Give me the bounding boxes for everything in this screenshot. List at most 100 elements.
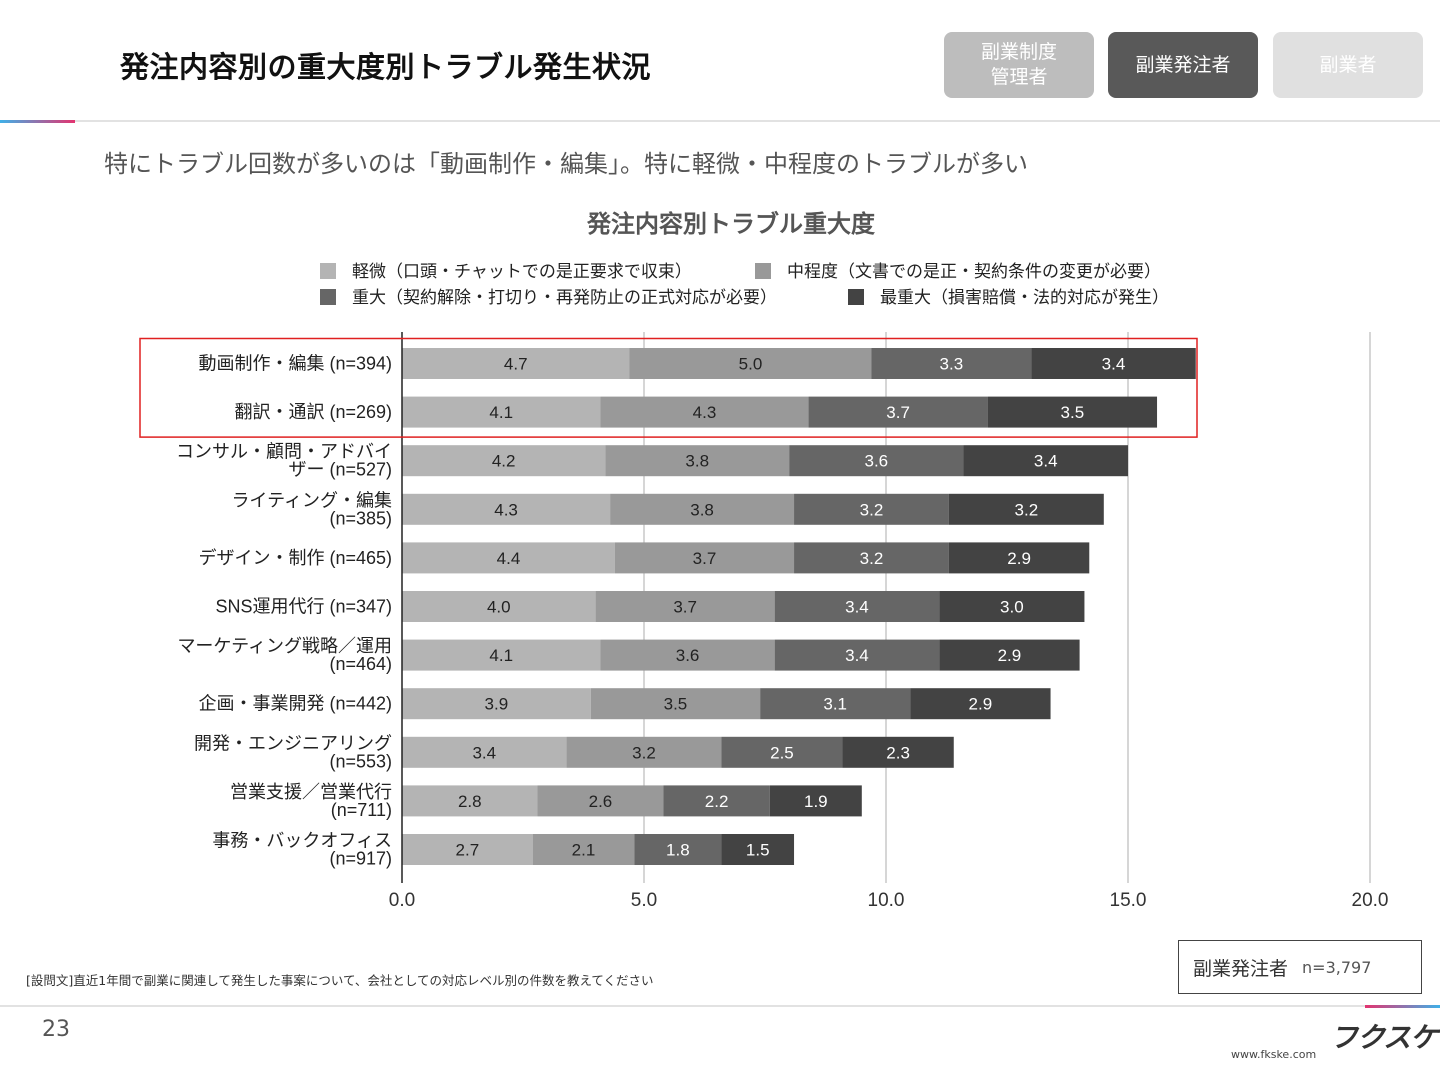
category-label: 動画制作・編集 (n=394) — [198, 354, 392, 374]
legend-swatch-1 — [320, 263, 336, 279]
x-tick-label: 15.0 — [1110, 890, 1147, 911]
bar-segment — [634, 834, 722, 865]
legend-swatch-2 — [755, 263, 771, 279]
page-title: 発注内容別の重大度別トラブル発生状況 — [120, 50, 652, 84]
survey-question-footnote: [設問文]直近1年間で副業に関連して発生した事案について、会社としての対応レベル… — [26, 973, 654, 988]
bar-value-label: 4.3 — [693, 403, 717, 422]
page-number: 23 — [42, 1017, 70, 1042]
bar-segment — [402, 445, 606, 477]
bar-value-label: 3.6 — [864, 452, 888, 471]
bar-segment — [808, 396, 988, 428]
tab-side-job-client[interactable]: 副業発注者 — [1108, 32, 1258, 98]
bar-value-label: 3.9 — [485, 695, 509, 714]
bar-segment — [402, 736, 567, 768]
bar-segment — [721, 834, 795, 865]
bar-value-label: 2.9 — [969, 695, 993, 714]
chart-title: 発注内容別トラブル重大度 — [586, 209, 876, 238]
category-label: (n=385) — [329, 508, 392, 528]
header-divider — [0, 120, 1440, 122]
bar-value-label: 5.0 — [739, 355, 763, 374]
tab-side-job-worker[interactable]: 副業者 — [1273, 32, 1423, 98]
category-label: ザー (n=527) — [288, 460, 392, 480]
bar-value-label: 2.6 — [589, 792, 613, 811]
bar-value-label: 3.2 — [1015, 500, 1039, 519]
bar-value-label: 3.7 — [673, 598, 697, 617]
category-label: 営業支援／営業代行 — [230, 782, 392, 802]
bar-value-label: 3.4 — [472, 743, 496, 762]
category-label: 企画・事業開発 (n=442) — [198, 694, 392, 714]
bar-value-label: 3.2 — [632, 743, 656, 762]
bar-value-label: 4.4 — [497, 549, 521, 568]
footer-accent-line — [1365, 1005, 1440, 1008]
bar-value-label: 3.8 — [690, 500, 714, 519]
bar-segment — [1031, 348, 1196, 379]
bar-segment — [987, 396, 1158, 428]
bar-segment — [402, 688, 591, 720]
bar-value-label: 3.1 — [823, 695, 847, 714]
tab-side-job-system-admin[interactable]: 副業制度 管理者 — [944, 32, 1094, 98]
bar-value-label: 2.9 — [998, 646, 1022, 665]
legend-swatch-3 — [320, 289, 336, 305]
footer-divider — [0, 1005, 1440, 1007]
bar-value-label: 3.4 — [1102, 355, 1126, 374]
bar-segment — [629, 348, 872, 379]
bar-segment — [600, 396, 809, 428]
bar-segment — [402, 639, 601, 671]
bar-value-label: 1.8 — [666, 841, 690, 860]
bar-segment — [774, 591, 940, 622]
x-tick-label: 5.0 — [631, 890, 657, 911]
bar-segment — [605, 445, 790, 477]
bar-value-label: 3.4 — [845, 598, 869, 617]
category-label: (n=711) — [331, 800, 392, 820]
legend-label-3: 重大（契約解除・打切り・再発防止の正式対応が必要） — [352, 288, 777, 307]
category-label: マーケティング戦略／運用 — [177, 636, 392, 656]
bar-value-label: 1.5 — [746, 841, 770, 860]
bar-value-label: 2.8 — [458, 792, 482, 811]
category-label: 事務・バックオフィス — [212, 831, 392, 851]
bar-value-label: 3.5 — [1061, 403, 1085, 422]
category-label: SNS運用代行 (n=347) — [215, 597, 392, 617]
category-label: コンサル・顧問・アドバイ — [176, 442, 392, 462]
bar-value-label: 3.7 — [693, 549, 717, 568]
legend-label-4: 最重大（損害賠償・法的対応が発生） — [880, 288, 1169, 307]
bar-value-label: 4.2 — [492, 452, 516, 471]
bar-segment — [789, 445, 964, 477]
bar-value-label: 1.9 — [804, 792, 828, 811]
bar-segment — [948, 542, 1090, 574]
bar-value-label: 2.5 — [770, 743, 794, 762]
bar-value-label: 4.7 — [504, 355, 528, 374]
legend-label-2: 中程度（文書での是正・契約条件の変更が必要） — [787, 262, 1161, 281]
bar-segment — [760, 688, 911, 720]
bar-segment — [590, 688, 761, 720]
header-accent-line — [0, 120, 75, 123]
bar-value-label: 3.0 — [1000, 598, 1024, 617]
sample-count: n=3,797 — [1302, 957, 1372, 977]
brand-logo: フクスケ — [1330, 1021, 1438, 1054]
category-label: デザイン・制作 (n=465) — [198, 548, 392, 568]
slide-subtitle: 特にトラブル回数が多いのは「動画制作・編集」。特に軽微・中程度のトラブルが多い — [104, 150, 1028, 178]
x-tick-label: 20.0 — [1352, 890, 1389, 911]
bar-value-label: 3.5 — [664, 695, 688, 714]
bar-value-label: 3.4 — [845, 646, 869, 665]
bar-value-label: 3.3 — [940, 355, 964, 374]
bar-segment — [963, 445, 1128, 477]
bar-value-label: 3.4 — [1034, 452, 1058, 471]
category-label: (n=553) — [329, 751, 392, 771]
bar-segment — [939, 639, 1080, 671]
x-tick-label: 10.0 — [868, 890, 905, 911]
bar-segment — [939, 591, 1085, 622]
bar-value-label: 3.7 — [886, 403, 910, 422]
sample-label: 副業発注者 — [1193, 957, 1289, 980]
bar-segment — [402, 348, 630, 379]
bar-segment — [402, 542, 615, 574]
bar-segment — [402, 834, 533, 865]
bar-segment — [566, 736, 722, 768]
x-tick-label: 0.0 — [389, 890, 415, 911]
bar-value-label: 3.2 — [860, 549, 884, 568]
bar-segment — [532, 834, 635, 865]
brand-site-url: www.fkske.com — [1231, 1048, 1317, 1061]
bar-segment — [794, 542, 949, 574]
category-label: 開発・エンジニアリング — [194, 733, 392, 753]
bar-segment — [402, 591, 596, 622]
category-label: (n=917) — [329, 849, 392, 869]
